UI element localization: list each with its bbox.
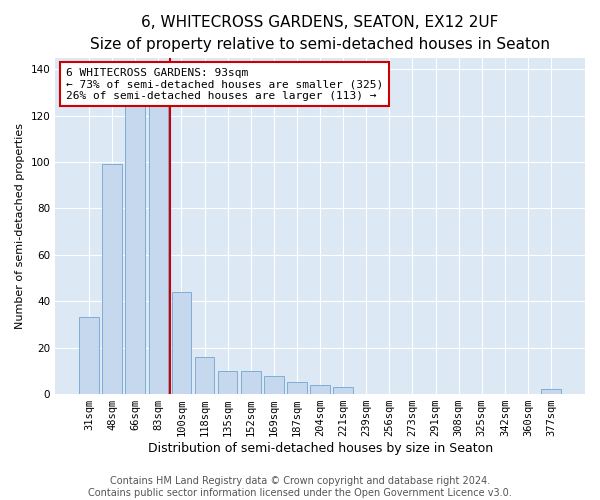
Bar (218, 371, 238, 394)
Bar (103, 164, 122, 394)
Bar (541, 390, 561, 394)
Bar (334, 387, 353, 394)
Bar (241, 371, 260, 394)
Bar (172, 292, 191, 394)
Y-axis label: Number of semi-detached properties: Number of semi-detached properties (15, 123, 25, 329)
Text: Contains HM Land Registry data © Crown copyright and database right 2024.
Contai: Contains HM Land Registry data © Crown c… (88, 476, 512, 498)
Bar (79, 318, 99, 394)
Bar (264, 376, 284, 394)
Bar (287, 382, 307, 394)
Bar (195, 357, 214, 394)
Text: 6 WHITECROSS GARDENS: 93sqm
← 73% of semi-detached houses are smaller (325)
26% : 6 WHITECROSS GARDENS: 93sqm ← 73% of sem… (66, 68, 383, 101)
X-axis label: Distribution of semi-detached houses by size in Seaton: Distribution of semi-detached houses by … (148, 442, 493, 455)
Title: 6, WHITECROSS GARDENS, SEATON, EX12 2UF
Size of property relative to semi-detach: 6, WHITECROSS GARDENS, SEATON, EX12 2UF … (90, 15, 550, 52)
Bar (310, 385, 330, 394)
Bar (125, 102, 145, 394)
Bar (149, 102, 168, 394)
